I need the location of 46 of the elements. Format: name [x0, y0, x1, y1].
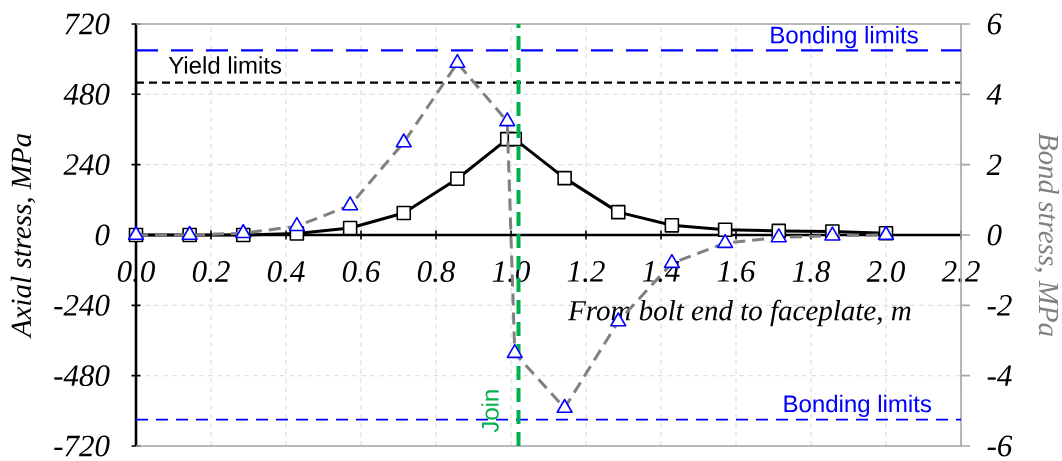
point	[450, 171, 465, 187]
point	[717, 222, 733, 238]
y2-tick-label: 2	[986, 154, 1002, 175]
x-tick-label: 1.8	[792, 261, 831, 283]
x-tick-label: 2.2	[941, 261, 980, 282]
y2-tick-label: -6	[987, 435, 1013, 457]
y2-axis-title: Bond stress, MPa	[1034, 133, 1060, 337]
x-tick-label: 0.8	[417, 261, 456, 283]
x-tick-label: 1.6	[717, 261, 756, 282]
point	[770, 228, 787, 243]
point	[396, 205, 412, 221]
y-tick-label: 480	[63, 83, 110, 105]
y2-tick-label: 0	[987, 224, 1002, 246]
y2-tick-label: 6	[987, 13, 1002, 35]
y-tick-label: 240	[63, 154, 110, 176]
x-tick-label: 1.2	[567, 261, 605, 282]
point	[395, 133, 412, 148]
y-tick-label: -240	[54, 294, 110, 316]
point	[556, 398, 573, 414]
point	[506, 343, 523, 359]
point	[342, 220, 358, 236]
point	[235, 223, 252, 239]
x-tick-label: 0.6	[342, 261, 381, 283]
ref-line-label: Bonding limits	[771, 25, 918, 49]
point	[664, 218, 680, 233]
point	[716, 233, 734, 249]
x-tick-label: 0.2	[192, 261, 230, 283]
y2-tick-label: 4	[986, 84, 1002, 105]
y-axis-title: Axial stress, MPa	[10, 133, 36, 339]
x-tick-label: 2.0	[866, 261, 905, 283]
y2-tick-label: -4	[987, 365, 1012, 386]
ref-line-label: Bonding limits	[784, 394, 932, 418]
point	[288, 216, 306, 232]
y-tick-label: -720	[54, 435, 110, 457]
ref-line-label: Join	[481, 390, 499, 433]
point	[449, 53, 466, 69]
y2-tick-label: -2	[987, 295, 1012, 316]
point	[341, 196, 359, 211]
point	[557, 170, 572, 186]
y-tick-label: 720	[65, 13, 110, 35]
x-tick-label: 0.4	[267, 261, 305, 283]
y-tick-label: -480	[54, 365, 110, 387]
ref-line-label: Yield limits	[168, 56, 282, 74]
point	[610, 204, 626, 220]
point	[499, 112, 516, 127]
y-tick-label: 0	[95, 224, 110, 246]
